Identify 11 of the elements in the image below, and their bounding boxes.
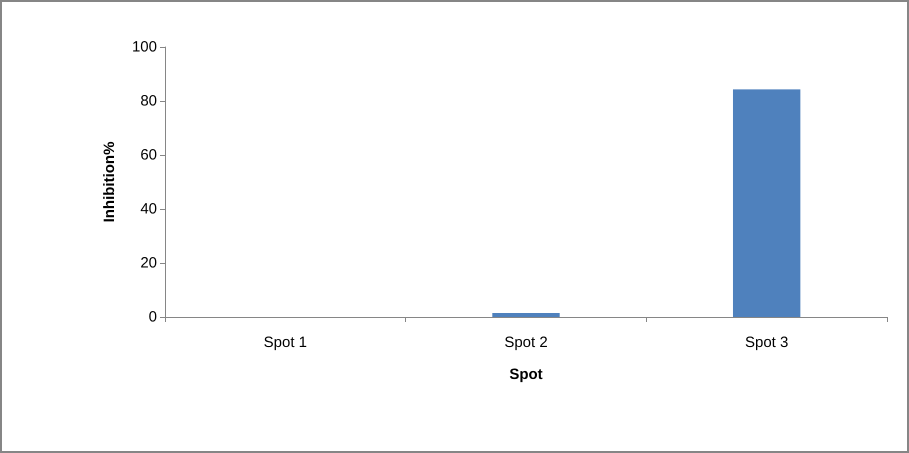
y-tick-label: 80 (140, 92, 157, 110)
x-tick-label: Spot 3 (744, 334, 788, 351)
y-tick-label: 20 (140, 254, 157, 272)
y-tick-label: 40 (140, 200, 157, 218)
y-tick-label: 0 (148, 308, 157, 326)
y-axis-title: Inhibition% (101, 142, 118, 222)
y-tick-label: 100 (132, 38, 157, 56)
x-tick-label: Spot 2 (504, 334, 548, 351)
x-tick-label: Spot 1 (264, 334, 308, 351)
x-axis-title: Spot (509, 366, 543, 383)
y-tick-label: 60 (140, 146, 157, 164)
